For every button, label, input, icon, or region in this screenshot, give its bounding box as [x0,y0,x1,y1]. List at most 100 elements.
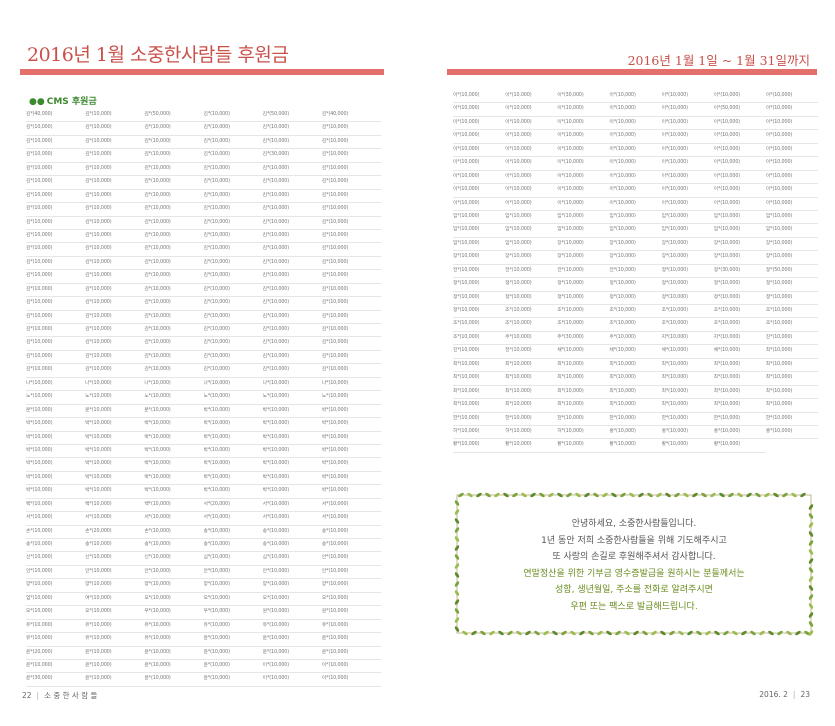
donor-entry: 나*(10,000) [203,378,263,392]
leaf-icon [602,492,608,498]
donor-entry: 윤*(10,000) [262,633,322,647]
donor-entry: 허*(10,000) [557,426,610,440]
donor-entry: 최*(10,000) [765,386,818,400]
donor-entry: 김*(50,000) [262,109,322,123]
donor-entry: 김*(10,000) [262,257,322,271]
leaf-icon [458,492,464,498]
donor-entry: 최*(10,000) [453,372,506,386]
leaf-icon [665,492,671,498]
leaf-icon [454,500,460,506]
donor-entry: 최*(10,000) [765,345,818,359]
donor-entry: 박*(10,000) [26,485,86,499]
donor-entry: 안*(10,000) [26,566,86,580]
donor-entry: 주*(30,000) [557,332,610,346]
leaf-icon [651,630,657,636]
donor-entry: 조*(10,000) [609,318,662,332]
notice-line: 안녕하세요, 소중한사람들입니다. [571,519,697,529]
leaf-icon [548,492,554,498]
leaf-icon [714,630,720,636]
leaf-icon [620,492,626,498]
donor-entry: 김*(10,000) [144,217,204,230]
donor-entry: 이*(10,000) [453,157,506,171]
donor-entry: 최*(10,000) [661,359,714,373]
donor-entry: 유*(10,000) [85,620,145,634]
donor-entry: 윤*(10,000) [321,633,381,647]
donor-entry: 이*(10,000) [321,673,381,687]
donor-entry: 김*(10,000) [321,149,381,163]
donor-entry: 김*(10,000) [203,270,263,284]
donor-entry: 김*(10,000) [144,190,204,204]
donor-entry: 정*(10,000) [765,292,818,305]
donor-entry: 한*(10,000) [505,413,558,426]
donor-entry: 주*(10,000) [505,332,558,346]
leaf-icon [795,630,801,636]
donor-entry: 정*(10,000) [713,292,766,305]
donor-entry: 이*(10,000) [713,184,766,198]
donor-entry: 이*(10,000) [609,184,662,198]
donor-entry: 박*(10,000) [85,418,145,432]
donor-entry: 정*(10,000) [609,292,662,305]
donor-entry: 김*(10,000) [85,337,145,351]
donor-entry: 윤*(30,000) [26,673,86,687]
donor-entry: 조*(10,000) [505,305,558,319]
leaf-icon [454,509,460,515]
donor-entry: 손*(10,000) [26,526,86,539]
donor-entry: 박*(10,000) [85,432,145,445]
donor-entry: 신*(10,000) [144,552,204,566]
donor-entry: 김*(10,000) [262,284,322,298]
donor-entry: 김*(10,000) [26,297,86,311]
donor-entry: 박*(10,000) [203,432,263,445]
donor-entry: 이*(10,000) [765,198,818,211]
leaf-icon [489,630,495,636]
donor-entry: 박*(10,000) [321,445,381,459]
donor-entry: 김*(10,000) [26,203,86,217]
donor-entry: 최*(10,000) [765,399,818,413]
donor-entry: 서*(10,000) [144,512,204,526]
donor-entry: 임*(10,000) [557,211,610,225]
donor-entry: 이*(10,000) [765,117,818,131]
donor-entry: 박*(10,000) [26,418,86,432]
donor-entry: 이*(10,000) [453,144,506,158]
donor-entry: 박*(10,000) [203,472,263,486]
donor-entry: 장*(10,000) [557,238,610,252]
donor-entry: 김*(10,000) [26,351,86,365]
donor-entry: 최*(10,000) [453,386,506,400]
left-page: 2016년 1월 소중한사람들 후원금 ●● CMS 후원금 김*(40,000)… [0,0,416,726]
donor-entry: 정*(50,000) [765,265,818,279]
donor-entry: 김*(10,000) [203,176,263,190]
leaf-icon [494,492,500,498]
donor-entry: 박*(10,000) [203,458,263,472]
donor-entry: 김*(10,000) [26,324,86,338]
leaf-icon [732,630,738,636]
donor-entry: 김*(10,000) [203,284,263,298]
donor-entry: 박*(10,000) [85,472,145,486]
leaf-icon [692,492,698,498]
donor-entry: 박*(10,000) [144,458,204,472]
donor-entry: 서*(10,000) [262,499,322,513]
donor-entry: 김*(10,000) [321,257,381,271]
donor-entry: 장*(10,000) [765,238,818,252]
donor-entry: 김*(10,000) [203,311,263,324]
donor-entry: 김*(10,000) [321,324,381,338]
donor-entry: 노*(10,000) [26,391,86,405]
donor-entry: 송*(10,000) [85,539,145,553]
leaf-icon [503,492,509,498]
donor-entry: 송*(10,000) [26,539,86,553]
donor-entry: 김*(10,000) [203,122,263,136]
donor-entry: 윤*(10,000) [262,647,322,660]
donor-entry: 조*(10,000) [557,305,610,319]
donor-entry: 김*(10,000) [262,122,322,136]
notice-line-highlight: 연말정산을 위한 기부금 영수증발급을 원하시는 분들께서는 [523,568,745,579]
leaf-icon [498,630,504,636]
donor-entry: 이*(10,000) [609,198,662,211]
donor-entry: 김*(10,000) [144,284,204,298]
leaf-icon [683,492,689,498]
donor-entry: 이*(10,000) [453,184,506,198]
leaf-icon [808,585,814,591]
donor-entry: 김*(10,000) [26,284,86,298]
donor-list-left: 김*(40,000) 김*(10,000) 김*(50,000) 김*(10,000)… [26,109,381,687]
donor-entry: 박*(10,000) [262,418,322,432]
donor-entry: 김*(10,000) [26,149,86,163]
donor-entry: 서*(10,000) [85,512,145,526]
leaf-icon [808,540,814,546]
